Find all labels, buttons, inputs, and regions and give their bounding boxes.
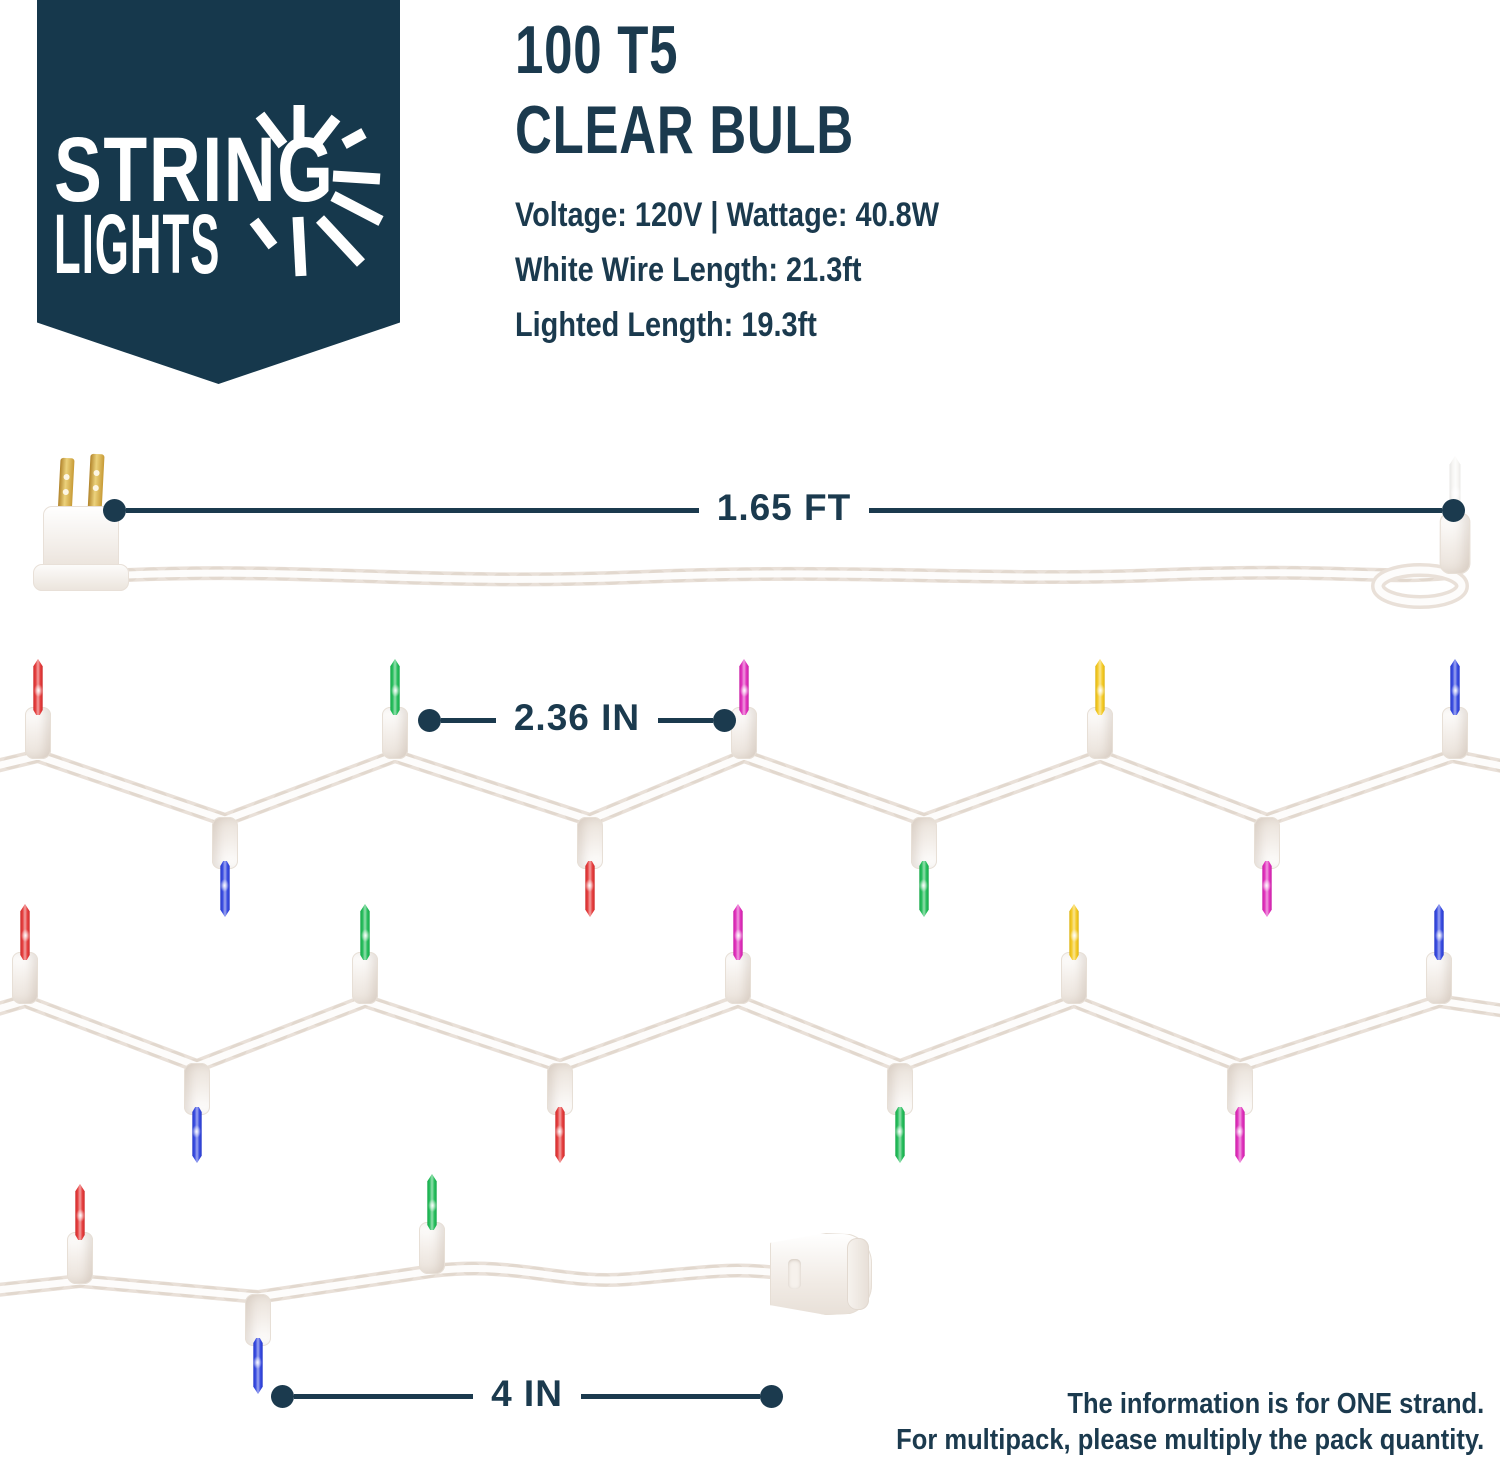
measure-dot	[760, 1384, 784, 1408]
power-plug	[33, 452, 145, 600]
mini-bulb-magenta	[1225, 1063, 1255, 1163]
mini-bulb-green	[909, 817, 939, 917]
bulb-glass	[427, 1174, 437, 1230]
mini-bulb-blue	[1440, 659, 1470, 759]
measurement-bulb-spacing: 2.36 IN	[418, 697, 737, 741]
bulb-glass	[1258, 861, 1276, 917]
measure-dot	[271, 1384, 294, 1408]
measure-dot	[1442, 498, 1465, 522]
measure-dot	[103, 498, 126, 522]
end-connector-face	[847, 1238, 869, 1310]
bulb-socket	[1061, 952, 1087, 1004]
bulb-glass	[581, 861, 599, 917]
bulb-socket	[1087, 707, 1113, 759]
product-title-line1: 100 T5	[515, 12, 679, 88]
mini-bulb-green	[417, 1174, 447, 1274]
end-connector	[770, 1233, 872, 1315]
spec-voltage-wattage: Voltage: 120V | Wattage: 40.8W	[515, 196, 940, 234]
bulb-glass	[891, 1107, 909, 1163]
mini-bulb-yellow	[1085, 659, 1115, 759]
measure-line	[126, 507, 699, 513]
mini-bulb-red	[10, 904, 40, 1004]
bulb-glass	[551, 1107, 569, 1163]
mini-bulb-clear	[1437, 456, 1472, 574]
bulb-glass	[249, 1338, 267, 1394]
mini-bulb-blue	[182, 1063, 212, 1163]
measure-line	[869, 507, 1442, 513]
bulb-glass	[739, 659, 749, 715]
measure-label-lead: 1.65 FT	[716, 487, 852, 528]
mini-bulb-red	[545, 1063, 575, 1163]
product-title-block: 100 T5 CLEAR BULB Voltage: 120V | Wattag…	[515, 10, 1014, 353]
brand-banner: STRING LIGHTS	[37, 0, 400, 384]
measurement-lead-length: 1.65 FT	[103, 487, 1465, 531]
bulb-glass	[216, 861, 234, 917]
footer-line2: For multipack, please multiply the pack …	[895, 1424, 1484, 1456]
spec-list: Voltage: 120V | Wattage: 40.8W White Wir…	[515, 188, 1014, 353]
bulb-socket	[1426, 952, 1452, 1004]
mini-bulb-green	[380, 659, 410, 759]
measure-line	[658, 717, 714, 723]
bulb-glass	[1450, 659, 1460, 715]
brand-word-string: STRING	[54, 119, 335, 221]
footer-line1: The information is for ONE strand.	[1067, 1388, 1484, 1420]
bulb-socket	[382, 707, 408, 759]
measure-line	[294, 1393, 474, 1399]
mini-bulb-yellow	[1059, 904, 1089, 1004]
bulb-socket	[725, 952, 751, 1004]
bulb-glass	[390, 659, 400, 715]
bulb-socket	[1439, 512, 1471, 574]
bulb-socket	[12, 952, 38, 1004]
bulb-socket	[352, 952, 378, 1004]
mini-bulb-magenta	[1252, 817, 1282, 917]
bulb-socket	[67, 1232, 93, 1284]
measurement-tail-length: 4 IN	[271, 1373, 784, 1417]
mini-bulb-red	[23, 659, 53, 759]
bulb-glass	[733, 904, 743, 960]
bulb-socket	[419, 1222, 445, 1274]
bulb-glass	[1095, 659, 1105, 715]
mini-bulb-blue	[1424, 904, 1454, 1004]
bulb-socket	[25, 707, 51, 759]
measure-label-spacing: 2.36 IN	[513, 697, 641, 738]
starburst-icon	[249, 105, 384, 277]
bulb-glass	[75, 1184, 85, 1240]
end-connector-slot	[788, 1259, 801, 1289]
measure-dot	[418, 708, 441, 732]
spec-wire-length: White Wire Length: 21.3ft	[515, 251, 862, 289]
brand-word-lights: LIGHTS	[54, 197, 221, 291]
footer-note: The information is for ONE strand. For m…	[896, 1386, 1484, 1458]
mini-bulb-red	[65, 1184, 95, 1284]
plug-flange	[33, 564, 129, 591]
measure-line	[580, 1393, 761, 1399]
mini-bulb-blue	[243, 1294, 273, 1394]
product-title-line2: CLEAR BULB	[515, 92, 854, 168]
measure-label-tail: 4 IN	[491, 1373, 563, 1414]
bulb-glass	[33, 659, 43, 715]
bulb-glass	[1069, 904, 1079, 960]
mini-bulb-red	[575, 817, 605, 917]
mini-bulb-blue	[210, 817, 240, 917]
bulb-glass	[360, 904, 370, 960]
bulb-socket	[1442, 707, 1468, 759]
bulb-glass	[20, 904, 30, 960]
bulb-glass	[1449, 456, 1461, 523]
spec-lighted-length: Lighted Length: 19.3ft	[515, 306, 817, 344]
mini-bulb-green	[350, 904, 380, 1004]
bulb-glass	[188, 1107, 206, 1163]
measure-line	[441, 717, 496, 723]
mini-bulb-green	[885, 1063, 915, 1163]
measure-dot	[713, 708, 737, 732]
mini-bulb-magenta	[723, 904, 753, 1004]
bulb-glass	[1434, 904, 1444, 960]
bulb-glass	[1231, 1107, 1249, 1163]
bulb-glass	[915, 861, 933, 917]
